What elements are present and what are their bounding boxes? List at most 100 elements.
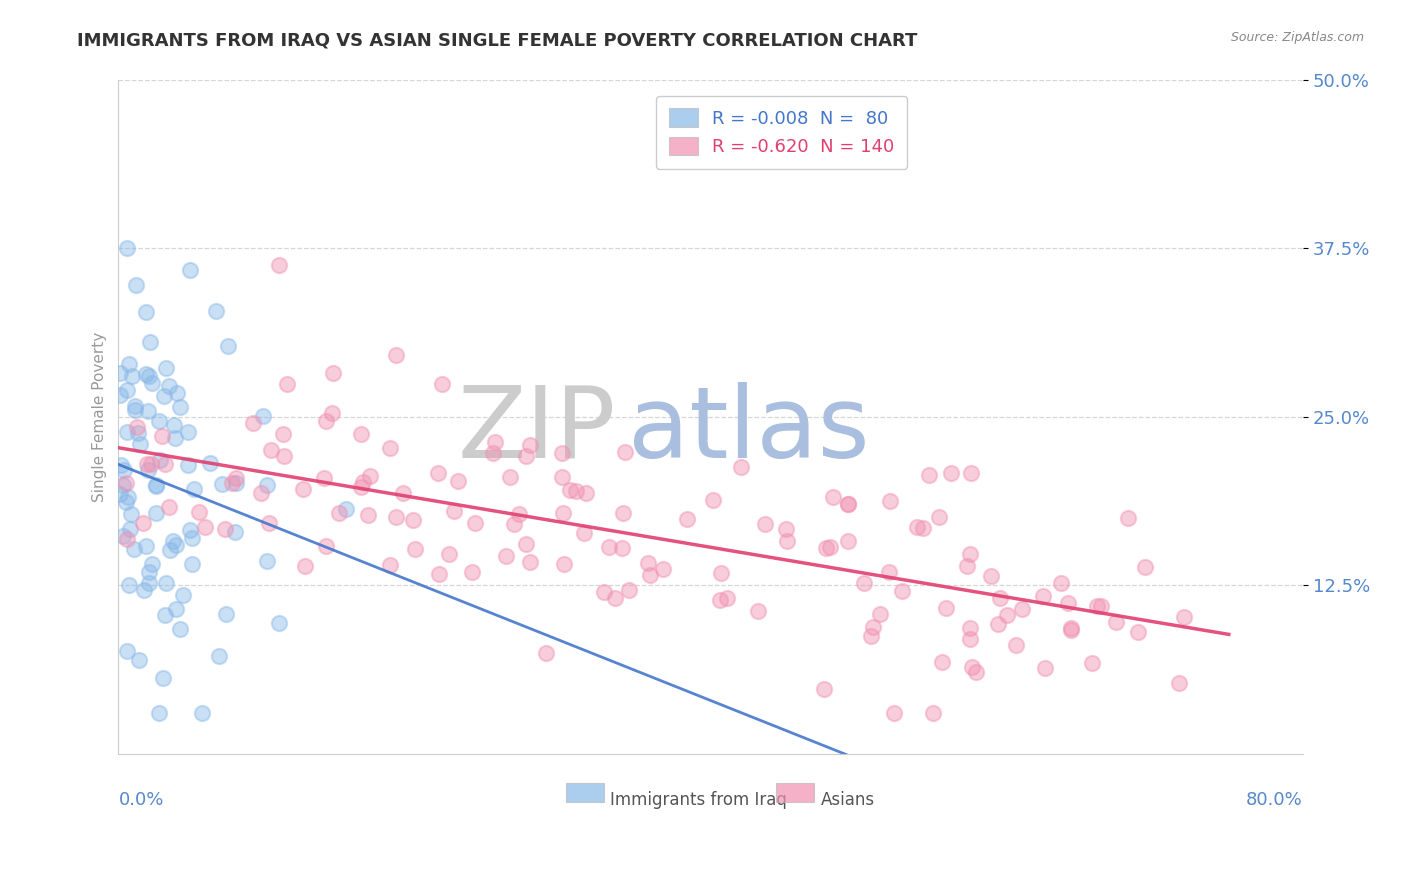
Point [225, 470, 247, 484]
Point [163, 417, 186, 432]
Point [138, 369, 160, 384]
Point [315, 539, 337, 553]
Point [959, 621, 981, 635]
Point [115, 532, 138, 546]
Point [157, 500, 180, 515]
Text: atlas: atlas [627, 382, 869, 479]
Point [269, 616, 291, 631]
Point [328, 506, 350, 520]
Point [148, 706, 170, 721]
Point [426, 466, 449, 480]
Point [380, 558, 402, 572]
Point [502, 516, 524, 531]
Point [499, 470, 522, 484]
Point [118, 522, 141, 536]
Point [165, 602, 187, 616]
Point [114, 495, 136, 509]
Point [215, 607, 238, 621]
Point [112, 463, 135, 477]
Point [730, 459, 752, 474]
Point [117, 578, 139, 592]
Text: Source: ZipAtlas.com: Source: ZipAtlas.com [1230, 31, 1364, 45]
Point [135, 367, 157, 381]
Point [1168, 675, 1191, 690]
Point [256, 478, 278, 492]
Point [356, 508, 378, 522]
Point [1085, 599, 1108, 613]
Point [145, 478, 167, 492]
Point [108, 486, 131, 500]
Point [612, 506, 634, 520]
Point [269, 258, 291, 272]
Point [605, 591, 627, 606]
Point [252, 409, 274, 423]
Point [135, 305, 157, 319]
Point [980, 569, 1002, 583]
Point [127, 425, 149, 440]
Point [813, 681, 835, 696]
Text: 80.0%: 80.0% [1246, 790, 1303, 809]
Point [962, 659, 984, 673]
Point [651, 562, 673, 576]
Point [163, 431, 186, 445]
Point [205, 304, 228, 318]
Point [935, 601, 957, 615]
Point [1059, 624, 1081, 638]
Point [117, 490, 139, 504]
Point [814, 541, 837, 555]
Point [125, 278, 148, 293]
Point [928, 510, 950, 524]
Point [183, 483, 205, 497]
Point [122, 542, 145, 557]
Point [321, 406, 343, 420]
Point [155, 608, 177, 623]
Point [1004, 638, 1026, 652]
Point [128, 653, 150, 667]
Point [211, 477, 233, 491]
Point [124, 403, 146, 417]
Point [260, 442, 283, 457]
Point [378, 442, 401, 456]
Point [959, 548, 981, 562]
Point [134, 583, 156, 598]
Point [519, 555, 541, 569]
Point [519, 438, 541, 452]
Point [141, 376, 163, 390]
Point [776, 534, 799, 549]
Point [837, 533, 859, 548]
Point [322, 366, 344, 380]
Point [1056, 595, 1078, 609]
Point [177, 458, 200, 472]
Point [110, 458, 132, 472]
Point [139, 457, 162, 471]
Point [149, 453, 172, 467]
Point [115, 476, 138, 491]
Point [818, 540, 841, 554]
Point [1105, 615, 1128, 629]
Point [747, 604, 769, 618]
Point [912, 521, 935, 535]
Point [443, 504, 465, 518]
Point [173, 588, 195, 602]
Point [138, 565, 160, 579]
Point [710, 566, 733, 581]
Point [115, 241, 138, 255]
Point [837, 496, 859, 510]
Point [837, 497, 859, 511]
Point [257, 516, 280, 530]
Point [617, 583, 640, 598]
Point [352, 475, 374, 489]
Point [242, 416, 264, 430]
Point [965, 665, 987, 679]
Point [550, 470, 572, 484]
Point [179, 262, 201, 277]
Point [402, 513, 425, 527]
FancyBboxPatch shape [567, 783, 605, 802]
Point [551, 506, 574, 520]
Point [141, 557, 163, 571]
Point [564, 484, 586, 499]
Point [515, 449, 537, 463]
Point [385, 348, 408, 362]
Point [702, 493, 724, 508]
Point [136, 404, 159, 418]
